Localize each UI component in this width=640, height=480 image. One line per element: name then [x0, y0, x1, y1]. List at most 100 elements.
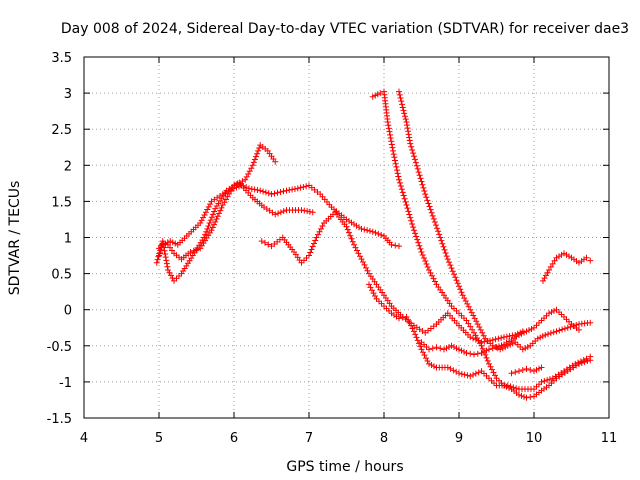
data-point — [584, 358, 591, 365]
data-point — [385, 122, 392, 129]
data-point — [523, 365, 530, 372]
data-point — [388, 141, 395, 148]
data-point — [443, 253, 450, 260]
data-point — [567, 323, 574, 330]
data-point — [414, 337, 421, 344]
data-point — [213, 216, 220, 223]
x-tick-label: 11 — [601, 431, 618, 446]
data-point — [410, 224, 417, 231]
series-track-6 — [369, 88, 594, 401]
data-point — [256, 144, 263, 151]
data-point — [458, 370, 465, 377]
data-point — [421, 254, 427, 261]
data-point — [402, 198, 409, 205]
data-point — [503, 333, 510, 340]
data-point — [396, 179, 403, 186]
data-point — [399, 101, 405, 108]
data-point — [309, 209, 316, 216]
data-point — [157, 247, 164, 254]
data-point — [397, 183, 404, 190]
data-point — [388, 138, 395, 145]
data-point — [291, 185, 298, 192]
data-point — [581, 359, 588, 366]
data-point — [387, 131, 394, 138]
data-point — [419, 251, 426, 258]
data-point — [413, 162, 420, 169]
data-point — [395, 173, 402, 180]
data-point — [413, 334, 420, 341]
data-point — [271, 190, 278, 197]
data-point — [391, 154, 398, 161]
data-point — [154, 256, 161, 263]
data-point — [390, 151, 397, 158]
data-point — [519, 366, 526, 373]
data-point — [470, 371, 477, 378]
data-point — [156, 249, 163, 256]
data-point — [551, 257, 558, 264]
data-point — [308, 246, 315, 253]
data-point — [444, 364, 451, 371]
data-point — [447, 262, 454, 269]
data-point — [422, 257, 429, 264]
data-point — [207, 217, 214, 224]
data-point — [307, 249, 314, 256]
data-point — [411, 156, 418, 163]
data-point — [309, 243, 316, 250]
data-point — [405, 131, 412, 138]
data-point — [190, 247, 197, 254]
data-point — [306, 208, 313, 215]
data-point — [254, 187, 261, 194]
data-point — [463, 317, 470, 324]
data-point — [400, 107, 407, 114]
data-point — [453, 277, 460, 284]
data-point — [347, 232, 354, 239]
data-point — [375, 230, 382, 237]
data-point — [202, 231, 209, 238]
data-point — [396, 243, 402, 250]
x-tick-label: 5 — [155, 431, 163, 446]
data-point — [538, 364, 545, 371]
series-track-7 — [396, 88, 594, 353]
data-point — [372, 229, 379, 236]
data-point — [430, 215, 437, 222]
data-point — [280, 208, 287, 215]
data-point — [416, 242, 423, 249]
data-point — [306, 252, 312, 259]
data-point — [204, 206, 211, 213]
data-point — [461, 371, 468, 378]
data-point — [417, 245, 424, 252]
data-point — [294, 185, 301, 192]
data-point — [403, 118, 410, 125]
data-point — [364, 227, 371, 234]
data-point — [219, 191, 226, 198]
data-point — [420, 184, 427, 191]
data-point — [516, 368, 522, 375]
data-point — [163, 257, 170, 264]
data-point — [198, 217, 205, 224]
data-point — [405, 128, 412, 135]
data-point — [437, 345, 444, 352]
data-point — [358, 225, 365, 232]
data-point — [467, 323, 474, 330]
data-points — [153, 88, 594, 401]
data-point — [501, 334, 507, 341]
data-point — [387, 135, 394, 142]
data-point — [390, 147, 396, 154]
series-track-3 — [156, 182, 316, 259]
data-point — [422, 191, 429, 198]
data-point — [202, 209, 209, 216]
data-point — [523, 394, 530, 401]
data-point — [418, 248, 425, 255]
data-point — [413, 233, 420, 240]
data-point — [423, 260, 430, 267]
data-point — [239, 178, 246, 185]
data-point — [402, 113, 408, 120]
data-point — [201, 234, 207, 241]
data-point — [255, 147, 262, 154]
data-point — [587, 257, 594, 264]
data-point — [208, 227, 215, 234]
data-point — [587, 319, 594, 326]
data-point — [410, 150, 417, 157]
data-point — [481, 338, 488, 345]
